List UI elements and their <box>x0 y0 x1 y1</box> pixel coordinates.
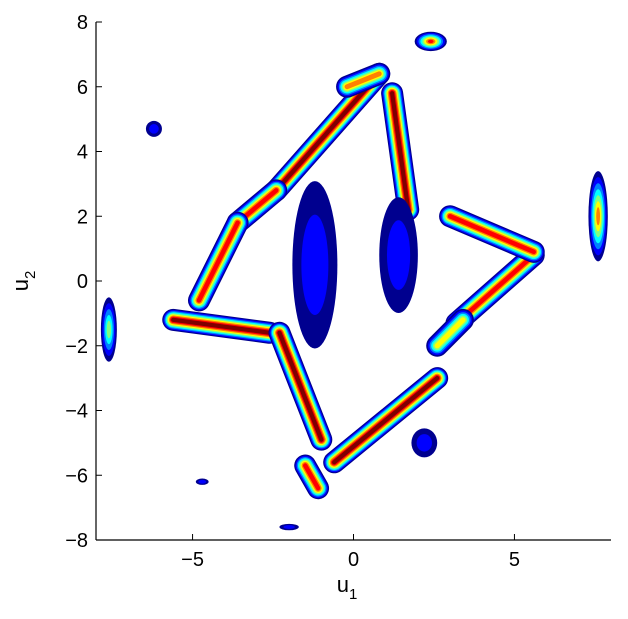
y-axis-label: u2 <box>8 271 39 292</box>
y-tick-label: 8 <box>77 12 88 34</box>
ridge-11 <box>336 62 391 98</box>
patch-3 <box>100 297 117 362</box>
ridge-6 <box>294 454 330 500</box>
patch-5-level-2 <box>416 434 433 452</box>
ridge-7-level-9 <box>332 376 440 465</box>
patch-5 <box>411 428 438 458</box>
ridge-4-level-9 <box>171 317 272 335</box>
patch-6 <box>195 478 209 485</box>
x-tick-label: −5 <box>181 549 204 571</box>
ridge-4 <box>162 308 281 344</box>
ticks: −5 0 5 −8 −6 −4 −2 0 2 4 6 8 <box>65 12 520 571</box>
x-axis-label: u1 <box>337 572 358 603</box>
patch-2-level-7 <box>596 207 601 226</box>
ridge-10 <box>381 82 420 221</box>
x-tick-label: 5 <box>509 549 520 571</box>
x-tick-label: 0 <box>348 549 359 571</box>
ridge-1 <box>265 62 391 202</box>
patch-1-level-8 <box>427 39 434 44</box>
patch-7 <box>279 523 299 531</box>
ridge-7 <box>323 367 449 474</box>
y-tick-label: −2 <box>65 336 88 358</box>
patch-1 <box>414 31 447 52</box>
y-tick-label: −8 <box>65 530 88 552</box>
patch-4-level-2 <box>149 124 159 134</box>
patch-9 <box>379 197 418 313</box>
ridge-12-level-6 <box>434 317 466 349</box>
patch-6-level-2 <box>198 479 207 484</box>
ridge-3-level-8 <box>196 220 240 303</box>
patch-8 <box>292 181 338 349</box>
ridge-6-level-8 <box>302 463 321 491</box>
y-tick-label: −4 <box>65 401 88 423</box>
ridge-5-level-9 <box>277 330 324 442</box>
y-tick-label: 2 <box>77 206 88 228</box>
patch-8-level-2 <box>301 214 329 316</box>
ridge-10-level-9 <box>390 91 411 212</box>
patch-3-level-5 <box>106 320 112 339</box>
ridge-5 <box>268 321 333 451</box>
patch-4 <box>145 120 162 137</box>
y-tick-label: 6 <box>77 77 88 99</box>
patch-7-level-2 <box>283 525 295 529</box>
patch-2 <box>588 171 608 262</box>
ridge-11-level-7 <box>344 71 382 90</box>
y-tick-label: 4 <box>77 142 88 164</box>
ridge-1-level-9 <box>274 71 382 193</box>
ridge-3 <box>188 211 249 312</box>
density-field <box>100 31 608 531</box>
ridge-12 <box>426 308 474 357</box>
ridge-9 <box>439 205 545 263</box>
ridge-9-level-8 <box>447 214 536 255</box>
y-tick-label: −6 <box>65 465 88 487</box>
patch-9-level-2 <box>386 220 411 290</box>
y-tick-label: 0 <box>77 271 88 293</box>
